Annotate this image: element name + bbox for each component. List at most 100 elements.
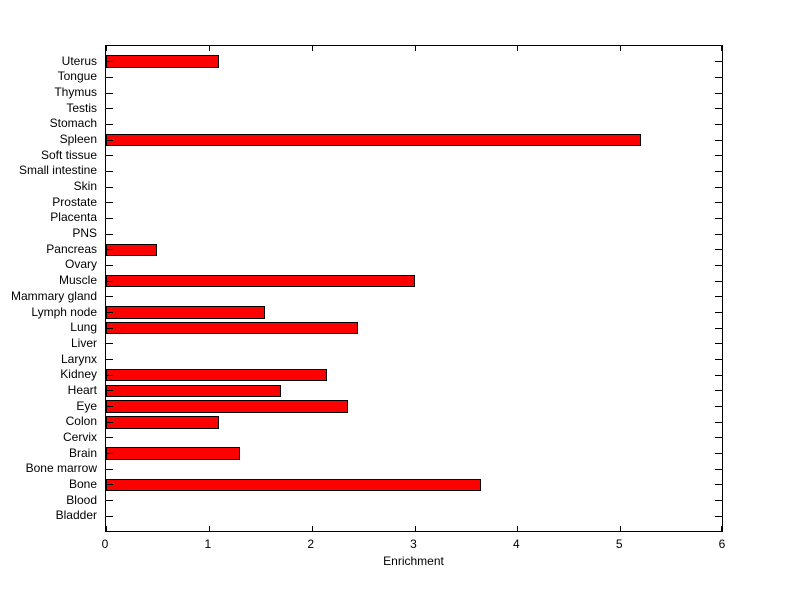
- bar-uterus: [106, 55, 220, 68]
- y-axis-label-colon: Colon: [65, 414, 97, 429]
- top-axis-tick: [414, 46, 416, 51]
- left-axis-tick: [106, 500, 113, 502]
- right-axis-tick: [715, 296, 722, 298]
- left-axis-tick: [106, 264, 113, 266]
- y-axis-label-cervix: Cervix: [62, 429, 97, 444]
- right-axis-tick: [715, 108, 722, 110]
- y-axis-label-muscle: Muscle: [58, 273, 97, 288]
- y-axis-label-thymus: Thymus: [54, 85, 97, 100]
- y-axis-label-tongue: Tongue: [57, 69, 97, 84]
- right-axis-tick: [715, 515, 722, 517]
- bottom-axis-tick: [517, 526, 519, 531]
- right-axis-tick: [715, 76, 722, 78]
- bar-kidney: [106, 368, 328, 382]
- left-axis-tick: [106, 280, 113, 282]
- bottom-axis-tick: [106, 526, 107, 531]
- top-axis-tick: [620, 46, 622, 51]
- bar-lymph-node: [106, 306, 266, 319]
- x-tick-label-4: 4: [512, 537, 520, 551]
- left-axis-tick: [106, 296, 113, 298]
- top-axis-tick: [208, 46, 210, 51]
- bar-muscle: [106, 274, 415, 288]
- x-axis-title: Enrichment: [383, 554, 444, 568]
- y-axis-label-kidney: Kidney: [60, 367, 97, 382]
- right-axis-tick: [715, 484, 722, 486]
- bar-spleen: [106, 133, 641, 147]
- left-axis-tick: [106, 61, 113, 63]
- right-axis-tick: [715, 421, 722, 423]
- left-axis-tick: [106, 312, 113, 314]
- right-axis-tick: [715, 92, 722, 94]
- y-axis-label-lymph-node: Lymph node: [31, 304, 97, 319]
- x-tick-label-3: 3: [410, 537, 417, 551]
- left-axis-tick: [106, 186, 113, 188]
- y-axis-label-mammary-gland: Mammary gland: [10, 288, 97, 303]
- bar-eye: [106, 400, 348, 413]
- y-axis-label-placenta: Placenta: [50, 210, 97, 225]
- y-axis-label-eye: Eye: [76, 398, 97, 413]
- right-axis-tick: [715, 500, 722, 502]
- y-axis-label-small-intestine: Small intestine: [18, 163, 97, 178]
- x-tick-label-0: 0: [101, 537, 109, 551]
- right-axis-tick: [715, 61, 722, 63]
- bottom-axis-tick: [620, 526, 622, 531]
- left-axis-tick: [106, 406, 113, 408]
- left-axis-tick: [106, 359, 113, 361]
- right-axis-tick: [715, 123, 722, 125]
- top-axis-tick: [106, 46, 107, 51]
- y-axis-label-soft-tissue: Soft tissue: [40, 147, 97, 162]
- y-axis-label-pancreas: Pancreas: [46, 241, 97, 256]
- right-axis-tick: [715, 312, 722, 314]
- left-axis-tick: [106, 155, 113, 157]
- left-axis-tick: [106, 202, 113, 204]
- bar-heart: [106, 384, 281, 398]
- left-axis-tick: [106, 327, 113, 329]
- bar-pancreas: [106, 243, 158, 257]
- left-axis-tick: [106, 515, 113, 517]
- left-axis-tick: [106, 217, 113, 219]
- y-axis-label-prostate: Prostate: [52, 194, 97, 209]
- left-axis-tick: [106, 390, 113, 392]
- y-axis-label-larynx: Larynx: [60, 351, 97, 366]
- top-axis-tick: [517, 46, 519, 51]
- right-axis-tick: [715, 217, 722, 219]
- left-axis-tick: [106, 108, 113, 110]
- bar-brain: [106, 447, 240, 460]
- right-axis-tick: [715, 406, 722, 408]
- right-axis-tick: [715, 202, 722, 204]
- bottom-axis-tick: [208, 526, 210, 531]
- x-tick-label-1: 1: [204, 537, 212, 551]
- left-axis-tick: [106, 249, 113, 251]
- y-axis-label-spleen: Spleen: [59, 132, 97, 147]
- y-axis-label-lung: Lung: [70, 320, 97, 335]
- y-axis-label-bone: Bone: [68, 476, 97, 491]
- right-axis-tick: [715, 264, 722, 266]
- top-axis-tick: [311, 46, 313, 51]
- left-axis-tick: [106, 139, 113, 141]
- right-axis-tick: [715, 139, 722, 141]
- bottom-axis-tick: [414, 526, 416, 531]
- right-axis-tick: [715, 280, 722, 282]
- right-axis-tick: [715, 327, 722, 329]
- left-axis-tick: [106, 76, 113, 78]
- bar-lung: [106, 321, 358, 335]
- left-axis-tick: [106, 92, 113, 94]
- right-axis-tick: [715, 170, 722, 172]
- right-axis-tick: [715, 437, 722, 439]
- right-axis-tick: [715, 155, 722, 157]
- plot-area: [105, 45, 723, 532]
- y-axis-label-bone-marrow: Bone marrow: [25, 461, 97, 476]
- right-axis-tick: [715, 468, 722, 470]
- right-axis-tick: [715, 233, 722, 235]
- right-axis-tick: [715, 249, 722, 251]
- left-axis-tick: [106, 343, 113, 345]
- bottom-axis-tick: [721, 526, 722, 531]
- bottom-axis-tick: [311, 526, 313, 531]
- bar-colon: [106, 415, 220, 429]
- y-axis-label-testis: Testis: [66, 100, 97, 115]
- y-axis-label-stomach: Stomach: [49, 116, 97, 131]
- left-axis-tick: [106, 421, 113, 423]
- y-axis-label-heart: Heart: [67, 382, 97, 397]
- y-axis-label-ovary: Ovary: [64, 257, 97, 272]
